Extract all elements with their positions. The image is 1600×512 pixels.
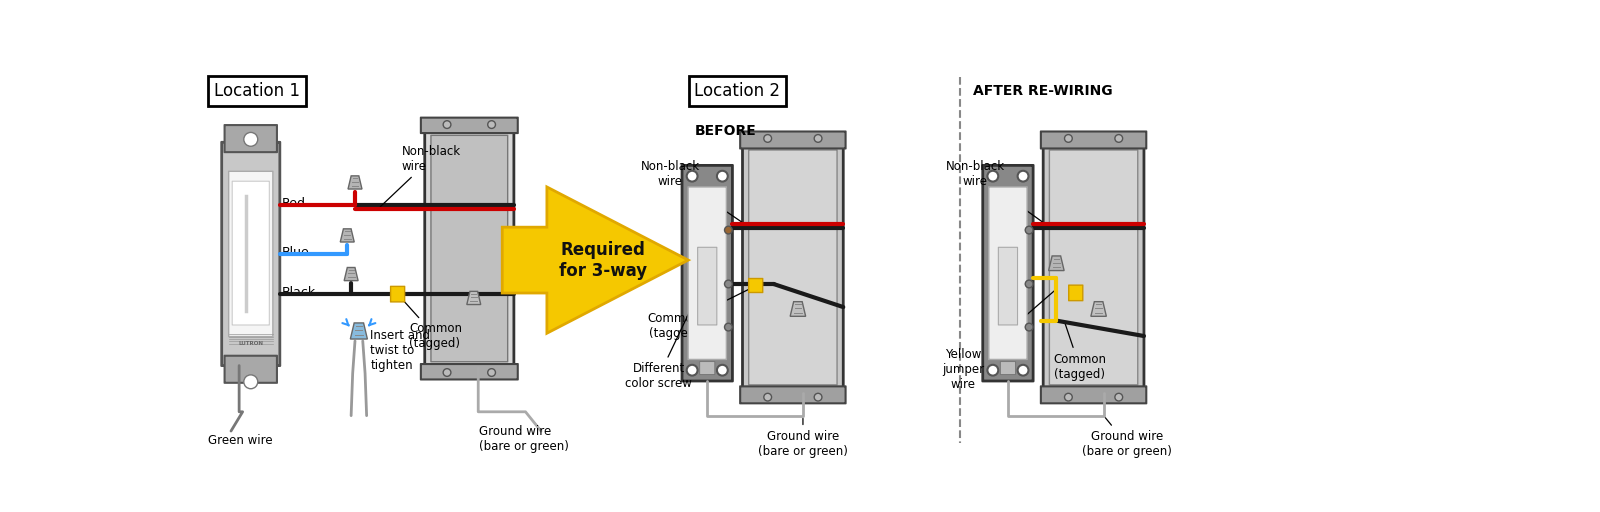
FancyBboxPatch shape [698,247,717,325]
Text: Location 1: Location 1 [214,82,299,100]
Circle shape [987,171,998,182]
Circle shape [1026,226,1034,234]
Circle shape [987,365,998,376]
FancyBboxPatch shape [1042,387,1146,403]
FancyBboxPatch shape [222,142,280,366]
Text: Common
(tagged): Common (tagged) [400,296,462,351]
Polygon shape [1091,302,1106,316]
Circle shape [443,369,451,376]
Circle shape [488,121,496,129]
FancyBboxPatch shape [390,286,405,302]
Polygon shape [350,323,368,339]
FancyBboxPatch shape [749,150,837,385]
Circle shape [1026,323,1034,331]
FancyBboxPatch shape [229,172,274,336]
FancyBboxPatch shape [989,187,1027,359]
Text: Black: Black [282,286,317,299]
Circle shape [686,365,698,376]
Circle shape [725,323,733,331]
FancyBboxPatch shape [688,187,726,359]
Circle shape [717,171,728,182]
Circle shape [763,135,771,142]
Text: Location 2: Location 2 [694,82,781,100]
Circle shape [1064,393,1072,401]
FancyBboxPatch shape [421,364,518,379]
Circle shape [763,393,771,401]
FancyBboxPatch shape [232,181,269,325]
FancyBboxPatch shape [699,361,715,375]
Text: Common
(tagged): Common (tagged) [648,285,757,340]
Text: Ground wire
(bare or green): Ground wire (bare or green) [478,425,570,453]
Text: Insert and
twist to
tighten: Insert and twist to tighten [371,329,430,372]
Polygon shape [502,187,688,333]
Text: Different
color screw: Different color screw [626,232,728,390]
FancyBboxPatch shape [1042,132,1146,148]
Circle shape [814,135,822,142]
FancyBboxPatch shape [1000,361,1016,375]
Text: Non-black
wire: Non-black wire [642,160,742,222]
FancyBboxPatch shape [224,356,277,383]
Circle shape [1115,393,1123,401]
FancyBboxPatch shape [982,165,1034,381]
Polygon shape [467,291,480,305]
FancyBboxPatch shape [424,129,514,368]
Text: AFTER RE-WIRING: AFTER RE-WIRING [973,83,1114,98]
FancyBboxPatch shape [421,118,518,133]
FancyBboxPatch shape [1069,285,1083,301]
Text: Required
for 3-way: Required for 3-way [558,241,646,280]
Polygon shape [341,229,354,242]
Text: Ground wire
(bare or green): Ground wire (bare or green) [758,418,848,458]
Text: Red: Red [282,197,306,210]
FancyBboxPatch shape [224,125,277,152]
Text: Blue: Blue [282,246,310,259]
Circle shape [1026,280,1034,288]
FancyBboxPatch shape [430,135,507,362]
Circle shape [1064,135,1072,142]
Text: Yellow
jumper
wire: Yellow jumper wire [942,291,1054,391]
Circle shape [725,280,733,288]
Circle shape [443,121,451,129]
FancyBboxPatch shape [741,132,845,148]
Text: Green wire: Green wire [208,434,272,447]
Circle shape [488,369,496,376]
FancyBboxPatch shape [1050,150,1138,385]
FancyBboxPatch shape [682,165,733,381]
Polygon shape [1048,256,1064,270]
FancyBboxPatch shape [998,247,1018,325]
Circle shape [1115,135,1123,142]
Polygon shape [344,267,358,281]
Circle shape [814,393,822,401]
Text: Non-black
wire: Non-black wire [946,160,1043,222]
Text: BEFORE: BEFORE [694,124,757,138]
Text: Non-black
wire: Non-black wire [381,144,461,207]
Text: LUTRON: LUTRON [238,341,264,346]
FancyBboxPatch shape [742,142,843,393]
Circle shape [686,171,698,182]
Polygon shape [790,302,806,316]
Polygon shape [349,176,362,189]
Text: Common
(tagged): Common (tagged) [1053,323,1106,381]
FancyBboxPatch shape [749,279,763,292]
FancyBboxPatch shape [1043,142,1144,393]
Circle shape [717,365,728,376]
FancyBboxPatch shape [741,387,845,403]
Circle shape [1018,365,1029,376]
Circle shape [1018,171,1029,182]
Text: Ground wire
(bare or green): Ground wire (bare or green) [1082,418,1171,458]
Circle shape [243,375,258,389]
Circle shape [243,133,258,146]
Circle shape [725,226,733,234]
